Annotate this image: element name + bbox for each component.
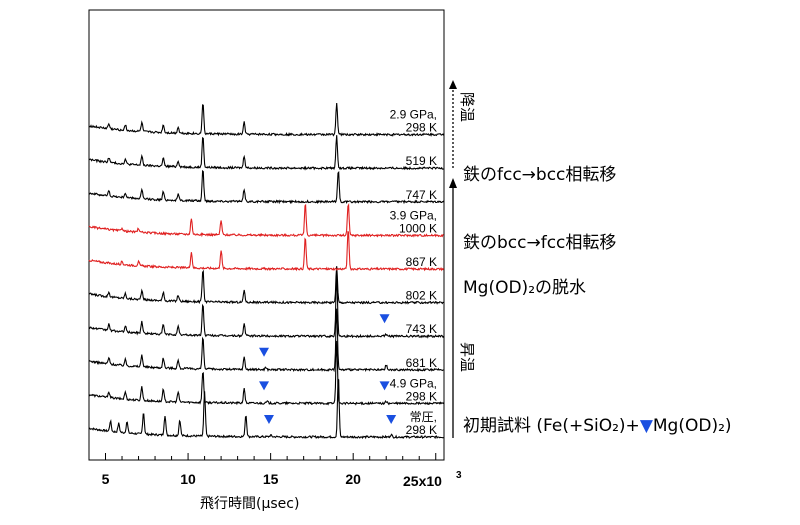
condition-label-6-line1: 3.9 GPa, xyxy=(390,208,437,222)
condition-label-1-line1: 4.9 GPa, xyxy=(390,376,437,390)
annotation-dehydration: Mg(OD)₂の脱水 xyxy=(463,278,586,298)
cooling-arrow xyxy=(449,80,457,168)
condition-label-9-line1: 2.9 GPa, xyxy=(390,108,437,122)
series-trace-9 xyxy=(88,102,445,137)
condition-label-0-line2: 298 K xyxy=(406,423,437,437)
series-trace-4 xyxy=(88,266,444,305)
condition-label-2: 681 K xyxy=(406,356,437,370)
series-trace-2 xyxy=(88,308,444,373)
series-trace-0 xyxy=(89,377,444,440)
x-multiplier-label: 25x10 xyxy=(403,473,442,489)
annotation-initial-text: 初期試料 (Fe(+SiO₂)+ xyxy=(463,416,640,436)
peak-marker-3 xyxy=(379,381,390,391)
peak-marker-2 xyxy=(259,381,270,391)
condition-label-3: 743 K xyxy=(406,322,437,336)
condition-label-8: 519 K xyxy=(406,154,437,168)
annotation-bcc-to-fcc: 鉄のbcc→fcc相転移 xyxy=(463,233,616,253)
condition-label-7: 747 K xyxy=(406,188,437,202)
condition-label-4: 802 K xyxy=(406,289,437,303)
x-axis: 5 10 15 20 xyxy=(102,453,437,487)
condition-label-5: 867 K xyxy=(406,255,437,269)
condition-label-1-line2: 298 K xyxy=(406,389,437,403)
heating-label: 昇温 xyxy=(458,342,476,372)
x-tick-label-10: 10 xyxy=(180,471,196,487)
plot-frame xyxy=(88,9,445,461)
series-trace-8 xyxy=(88,135,444,171)
annotation-initial-tail: Mg(OD)₂) xyxy=(653,416,732,436)
series-trace-1 xyxy=(88,340,445,406)
annotation-initial: 初期試料 (Fe(+SiO₂)+▼Mg(OD)₂) xyxy=(463,416,732,436)
marker-group xyxy=(259,314,397,424)
x-tick-label-20: 20 xyxy=(345,471,361,487)
series-trace-5 xyxy=(88,231,445,272)
annotation-fcc-to-bcc: 鉄のfcc→bcc相転移 xyxy=(463,165,616,185)
x-tick-label-15: 15 xyxy=(263,471,279,487)
condition-label-0-line1: 常圧, xyxy=(410,410,437,424)
peak-marker-4 xyxy=(259,347,270,357)
peak-marker-1 xyxy=(386,415,397,424)
series-trace-6 xyxy=(88,202,444,238)
x-tick-label-5: 5 xyxy=(102,471,110,487)
x-multiplier-exponent: 3 xyxy=(456,470,462,481)
series-trace-3 xyxy=(88,274,445,339)
peak-marker-0 xyxy=(263,415,274,424)
trace-group xyxy=(88,102,445,440)
condition-label-6-line2: 1000 K xyxy=(399,221,437,235)
cooling-label: 降温 xyxy=(458,92,476,122)
heating-arrow xyxy=(449,178,457,438)
condition-label-9-line2: 298 K xyxy=(406,121,437,135)
peak-marker-5 xyxy=(379,314,390,324)
x-axis-label: 飛行時間(μsec) xyxy=(200,496,299,512)
series-trace-7 xyxy=(89,169,445,205)
marker-legend-icon: ▼ xyxy=(640,416,654,436)
